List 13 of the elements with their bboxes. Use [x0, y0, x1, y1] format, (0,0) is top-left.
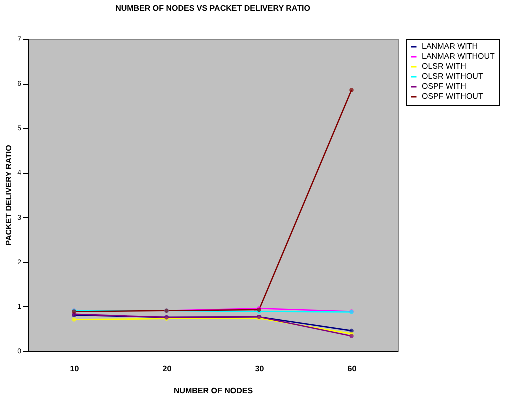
legend-label: OSPF WITH [422, 82, 467, 91]
x-tick-label: 60 [348, 364, 358, 374]
legend-label: OSPF WITHOUT [422, 92, 484, 101]
x-tick-label: 30 [255, 364, 265, 374]
x-tick-label: 20 [162, 364, 172, 374]
legend-label: OLSR WITH [422, 62, 467, 71]
x-axis-title: NUMBER OF NODES [174, 386, 254, 396]
y-axis-title: PACKET DELIVERY RATIO [4, 145, 14, 246]
chart-title: NUMBER OF NODES VS PACKET DELIVERY RATIO [116, 4, 310, 13]
legend-label: LANMAR WITH [422, 42, 478, 51]
legend-label: OLSR WITHOUT [422, 72, 484, 81]
x-tick-label: 10 [70, 364, 80, 374]
legend-label: LANMAR WITHOUT [422, 52, 495, 61]
